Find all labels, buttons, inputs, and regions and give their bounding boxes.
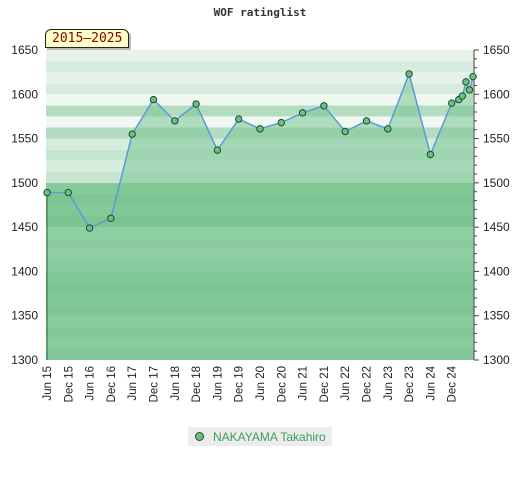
y-tick-label-left: 1400 (11, 264, 38, 278)
y-tick-label-right: 1500 (483, 176, 510, 190)
y-tick-label-left: 1500 (11, 176, 38, 190)
x-tick-label: Jun 23 (383, 366, 395, 401)
data-point (426, 150, 435, 159)
y-tick-label-right: 1600 (483, 87, 510, 101)
x-tick-label: Jun 16 (85, 366, 97, 401)
x-tick-label: Jun 22 (340, 366, 352, 401)
x-tick-label: Jun 17 (127, 366, 139, 401)
y-tick-label-left: 1650 (11, 43, 38, 57)
grid-band (46, 72, 474, 84)
data-point (341, 127, 349, 136)
x-tick-label: Dec 22 (362, 366, 374, 402)
x-tick-label: Jun 19 (212, 366, 224, 401)
data-point (320, 102, 328, 110)
y-tick-label-left: 1300 (11, 353, 38, 367)
chart-title: WOF ratinglist (213, 6, 307, 19)
data-point (458, 92, 467, 100)
grid-band (46, 61, 474, 73)
y-tick-label-left: 1600 (11, 87, 38, 101)
x-tick-label: Dec 18 (191, 366, 203, 402)
y-tick-label-left: 1550 (11, 132, 38, 146)
data-point (149, 95, 158, 104)
data-point (469, 72, 477, 81)
x-tick-label: Dec 15 (63, 366, 75, 402)
y-tick-label-left: 1450 (11, 220, 38, 234)
x-tick-label: Dec 16 (106, 366, 118, 402)
data-point (462, 78, 470, 86)
x-tick-label: Dec 24 (447, 365, 459, 402)
grid-band (46, 94, 474, 106)
legend-label: NAKAYAMA Takahiro (213, 429, 326, 444)
x-tick-label: Jun 24 (425, 365, 437, 400)
data-point (213, 146, 222, 154)
y-tick-label-right: 1450 (483, 220, 510, 234)
x-tick-label: Dec 19 (234, 366, 246, 402)
grid-band (46, 105, 474, 117)
x-tick-label: Dec 23 (404, 366, 416, 402)
series-area (47, 73, 473, 361)
x-tick-label: Jun 20 (255, 366, 267, 401)
data-point (256, 125, 264, 133)
y-tick-label-right: 1300 (483, 353, 510, 367)
data-point (465, 86, 474, 94)
data-point (64, 188, 73, 197)
data-point (384, 125, 392, 133)
data-point (298, 109, 307, 117)
data-point (171, 117, 179, 125)
data-point (362, 117, 371, 125)
data-point (43, 188, 51, 197)
x-tick-label: Jun 18 (170, 366, 182, 401)
y-tick-label-right: 1400 (483, 264, 510, 278)
data-point (448, 99, 456, 107)
x-tick-label: Jun 15 (42, 366, 54, 401)
y-tick-label-right: 1550 (483, 132, 510, 146)
grid-band (46, 116, 474, 128)
x-tick-label: Dec 20 (276, 366, 288, 402)
data-point (85, 224, 94, 232)
y-tick-label-right: 1350 (483, 309, 510, 323)
y-tick-label-left: 1350 (11, 309, 38, 323)
period-badge: 2015–2025 (45, 29, 130, 48)
y-tick-label-right: 1650 (483, 43, 510, 57)
x-tick-label: Jun 21 (298, 366, 310, 401)
legend-marker (195, 432, 204, 441)
data-point (107, 214, 115, 222)
data-point (405, 70, 413, 78)
legend: NAKAYAMA Takahiro (188, 427, 332, 446)
data-point (235, 115, 243, 123)
x-tick-label: Dec 21 (319, 366, 331, 402)
x-tick-label: Dec 17 (149, 366, 161, 402)
data-point (192, 100, 200, 108)
data-point (277, 118, 285, 127)
grid-band (46, 83, 474, 95)
grid-band (46, 50, 474, 62)
data-point (128, 130, 136, 138)
